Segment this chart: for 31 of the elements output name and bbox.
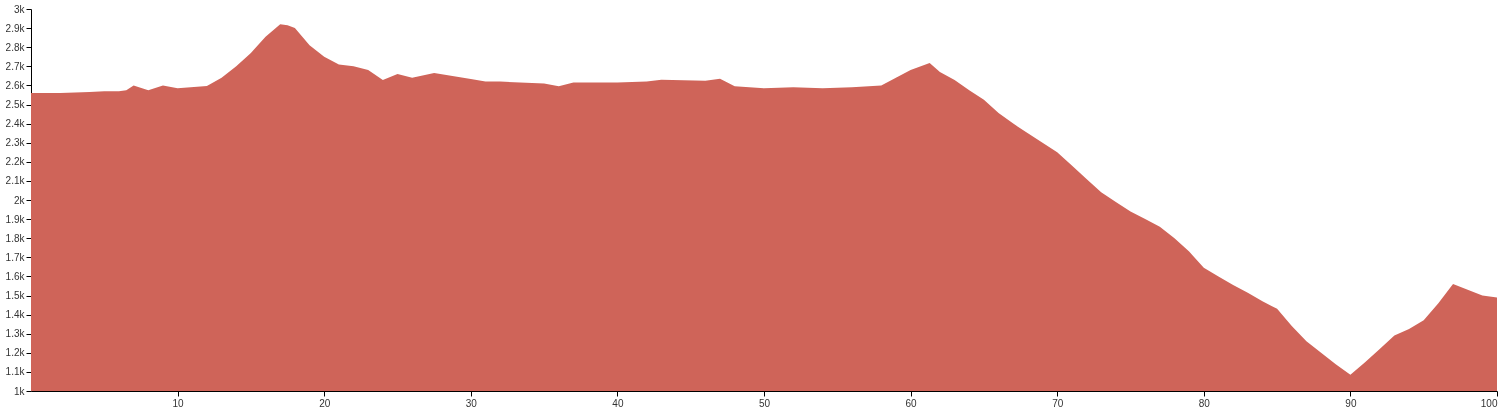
x-tick-label: 10 <box>172 397 185 409</box>
y-tick-label: 2.3k <box>5 137 26 149</box>
x-tick-label: 20 <box>319 397 331 409</box>
y-tick-label: 1.3k <box>5 328 26 340</box>
x-tick-label: 100 <box>1480 397 1498 409</box>
y-tick-label: 1.7k <box>5 251 26 263</box>
y-tick-label: 2k <box>13 194 26 206</box>
y-tick-label: 1.8k <box>5 232 26 244</box>
y-tick-label: 1.5k <box>5 290 26 301</box>
y-tick-label: 2.7k <box>5 60 26 72</box>
x-tick-label: 90 <box>1345 397 1357 409</box>
y-tick-label: 1.6k <box>5 270 26 282</box>
x-tick-label: 60 <box>905 397 918 409</box>
y-tick-label: 1.4k <box>5 309 26 321</box>
y-tick-label: 2.4k <box>5 118 26 130</box>
y-tick-label: 2.9k <box>5 22 26 34</box>
y-tick-label: 1.2k <box>5 347 26 359</box>
x-tick-label: 80 <box>1198 397 1211 409</box>
x-tick-label: 70 <box>1052 397 1064 409</box>
x-tick-label: 50 <box>758 397 771 409</box>
y-tick-label: 1k <box>13 385 26 397</box>
y-tick-label: 2.8k <box>5 41 26 53</box>
y-tick-label: 1.9k <box>5 213 26 225</box>
x-tick-label: 40 <box>612 397 624 409</box>
y-tick-label: 1.1k <box>5 366 26 378</box>
y-tick-label: 2.5k <box>5 99 26 110</box>
x-tick-label: 30 <box>465 397 478 409</box>
y-tick-label: 2.1k <box>5 175 26 187</box>
y-tick-label: 2.2k <box>5 156 26 168</box>
y-tick-label: 3k <box>13 3 26 15</box>
y-tick-label: 2.6k <box>5 79 26 91</box>
